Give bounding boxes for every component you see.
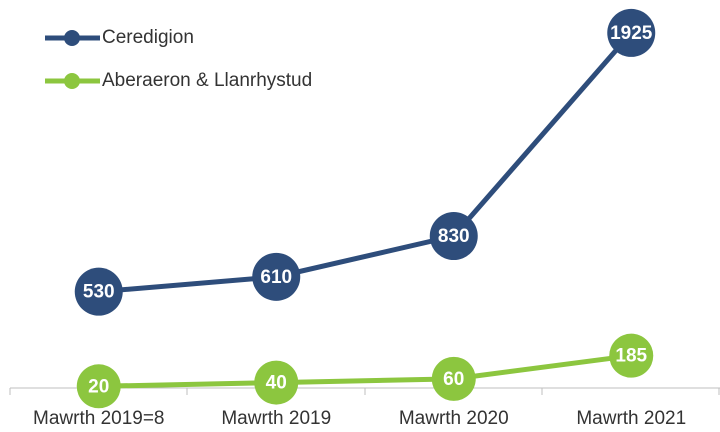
legend-marker — [64, 30, 80, 46]
legend-marker — [64, 73, 80, 89]
x-tick-label: Mawrth 2021 — [576, 408, 686, 429]
series-line — [98, 353, 632, 389]
point — [609, 333, 654, 378]
point — [74, 267, 123, 316]
point — [252, 252, 301, 301]
x-tick-label: Mawrth 2019 — [221, 408, 331, 429]
data-label: 20 — [88, 376, 109, 397]
x-tick-label: Mawrth 2019=8 — [33, 408, 165, 429]
point — [607, 8, 656, 57]
x-tick-label: Mawrth 2020 — [399, 408, 509, 429]
point — [429, 212, 478, 261]
legend-label: Ceredigion — [102, 27, 194, 48]
series-line — [98, 31, 634, 295]
data-label: 830 — [438, 226, 470, 247]
point — [76, 364, 121, 409]
data-label: 40 — [266, 373, 287, 394]
data-label: 610 — [260, 267, 292, 288]
legend-label: Aberaeron & Llanrhystud — [102, 70, 312, 91]
data-label: 60 — [443, 369, 464, 390]
data-label: 1925 — [610, 23, 653, 44]
x-axis-ticks — [9, 388, 720, 395]
point — [431, 356, 476, 401]
data-label: 185 — [615, 346, 647, 367]
data-label: 530 — [83, 282, 115, 303]
point — [254, 360, 299, 405]
